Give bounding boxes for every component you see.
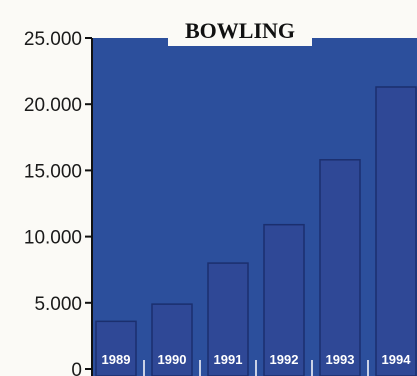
- bar: [263, 223, 305, 376]
- y-axis: 0 5.000 10.000 15.000 20.000 25.000: [24, 29, 93, 376]
- title-background: [168, 16, 312, 46]
- y-tick-label: 20.000: [24, 95, 82, 116]
- y-tick-label: 5.000: [34, 294, 82, 315]
- bar: [319, 159, 361, 376]
- chart-title: BOWLING: [185, 18, 295, 43]
- x-tick-label: 1992: [270, 352, 299, 367]
- x-tick-label: 1994: [382, 352, 412, 367]
- x-tick-label: 1991: [214, 352, 243, 367]
- x-tick-labels: 1989 1990 1991 1992 1993 1994: [102, 352, 412, 376]
- bars-group: [95, 86, 417, 376]
- x-tick-label: 1993: [326, 352, 355, 367]
- y-tick-label: 25.000: [24, 29, 82, 50]
- x-tick-label: 1990: [158, 352, 187, 367]
- bar: [151, 303, 193, 376]
- y-tick-label: 0: [71, 360, 82, 376]
- bar: [375, 86, 417, 376]
- bar: [95, 320, 137, 376]
- y-tick-label: 15.000: [24, 161, 82, 182]
- bar: [207, 262, 249, 376]
- plot-background: [92, 38, 417, 376]
- y-tick-label: 10.000: [24, 228, 82, 249]
- x-tick-label: 1989: [102, 352, 131, 367]
